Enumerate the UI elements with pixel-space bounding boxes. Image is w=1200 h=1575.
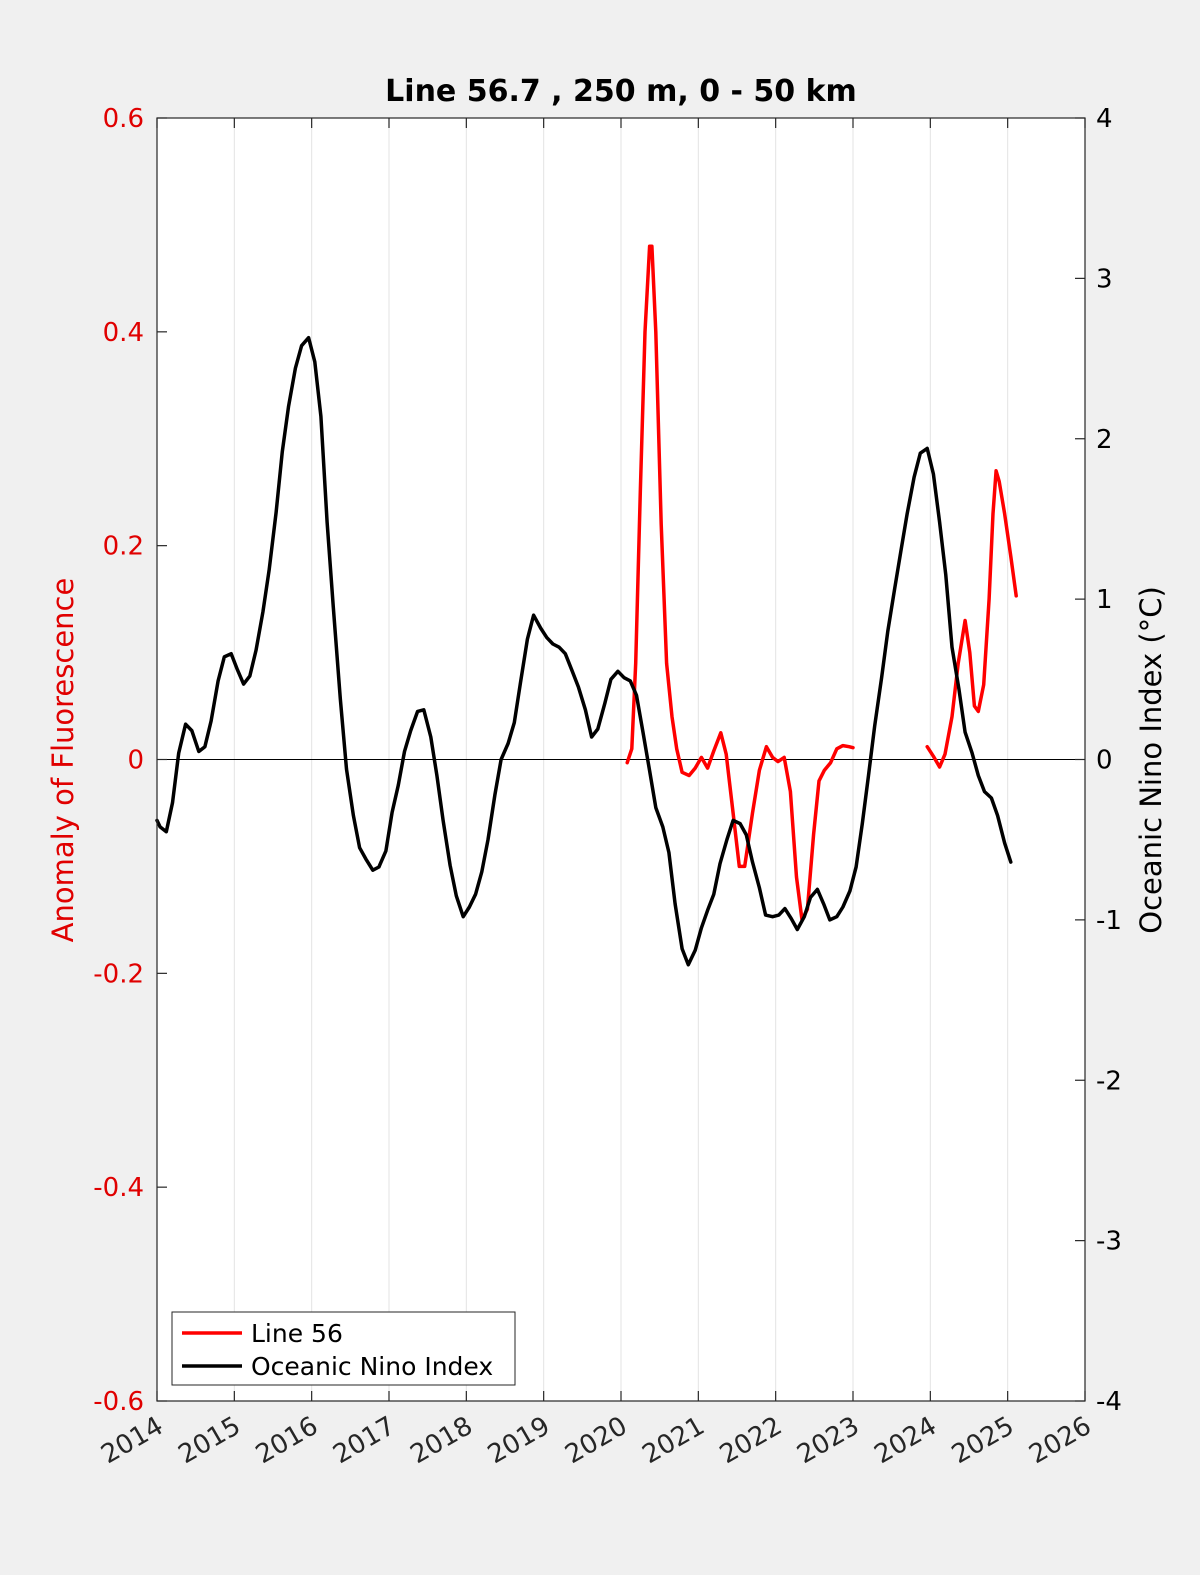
series-line-line-56-segment-2 [925, 469, 1018, 769]
legend: Line 56 Oceanic Nino Index [171, 1311, 516, 1386]
right-tick-label-3: -3 [1096, 1227, 1122, 1257]
left-tick-label-0-4: 0.4 [103, 318, 144, 348]
left-tick-label-0-2: 0.2 [103, 532, 144, 562]
right-y-axis: -4 -3 -2 -1 0 1 2 3 4 [1075, 104, 1122, 1417]
left-tick-label-0-6: -0.6 [93, 1387, 144, 1417]
series-layer [155, 244, 1018, 967]
left-tick-label-0-4: -0.4 [93, 1173, 144, 1203]
series-line-line-56-segment-1 [625, 244, 855, 922]
legend-label-oceanic-nino-index: Oceanic Nino Index [251, 1352, 493, 1381]
series-line-oceanic-nino-index-segment-1 [155, 335, 1013, 967]
left-tick-label-0: 0 [127, 746, 144, 776]
right-axis-label: Oceanic Nino Index (°C) [1134, 586, 1168, 934]
left-axis-label: Anomaly of Fluorescence [46, 578, 80, 943]
right-tick-label-4: 4 [1096, 104, 1113, 134]
right-tick-label-4: -4 [1096, 1387, 1122, 1417]
left-tick-label-0-2: -0.2 [93, 959, 144, 989]
right-tick-label-0: 0 [1096, 746, 1113, 776]
legend-box [171, 1311, 516, 1386]
series-oceanic-nino-index [155, 335, 1013, 967]
right-tick-label-2: 2 [1096, 425, 1113, 455]
chart-title: Line 56.7 , 250 m, 0 - 50 km [385, 74, 857, 109]
right-tick-label-3: 3 [1096, 264, 1113, 294]
legend-label-line-56: Line 56 [251, 1319, 343, 1348]
right-tick-label-2: -2 [1096, 1066, 1122, 1096]
left-y-axis: -0.6 -0.4 -0.2 0 0.2 0.4 0.6 [93, 104, 167, 1417]
left-tick-label-0-6: 0.6 [103, 104, 144, 134]
right-tick-label-1: -1 [1096, 906, 1122, 936]
series-line-56 [625, 244, 1018, 922]
right-tick-label-1: 1 [1096, 585, 1113, 615]
